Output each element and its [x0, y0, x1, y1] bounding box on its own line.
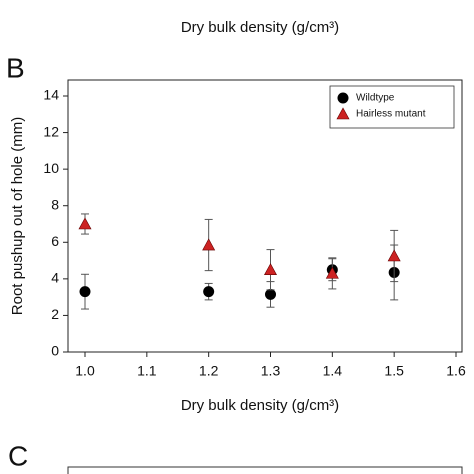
y-tick-label: 4 — [51, 270, 59, 286]
x-tick-label: 1.6 — [446, 363, 466, 379]
point — [263, 263, 278, 276]
y-tick-label: 8 — [51, 196, 59, 212]
panel-a-x-label: Dry bulk density (g/cm³) — [181, 19, 339, 36]
y-tick-label: 0 — [51, 343, 59, 359]
x-tick-label: 1.0 — [75, 363, 95, 379]
x-tick-label: 1.1 — [137, 363, 157, 379]
point — [265, 288, 276, 300]
legend-box — [329, 85, 455, 129]
panel-label: C — [8, 440, 28, 471]
point — [387, 249, 401, 262]
x-tick-label: 1.5 — [384, 363, 404, 379]
point — [202, 238, 216, 251]
y-tick-label: 10 — [43, 160, 59, 176]
point — [325, 266, 339, 279]
legend-label: Hairless mutant — [356, 109, 426, 120]
point — [78, 217, 92, 230]
point — [203, 286, 215, 298]
plot-frame — [67, 79, 463, 353]
y-tick-label: 2 — [51, 306, 59, 322]
y-axis-label: Root pushup out of hole (mm) — [9, 117, 26, 315]
legend-label: Wildtype — [356, 93, 395, 104]
y-tick-label: 12 — [43, 123, 59, 139]
y-tick-label: 14 — [43, 87, 59, 103]
x-tick-label: 1.2 — [199, 363, 219, 379]
x-tick-label: 1.3 — [261, 363, 281, 379]
x-tick-label: 1.4 — [323, 363, 343, 379]
panel-c-frame — [67, 466, 463, 474]
legend-marker — [337, 92, 349, 104]
point — [79, 286, 91, 298]
y-tick-label: 6 — [51, 233, 59, 249]
panel-label: B — [6, 52, 25, 83]
legend-marker — [336, 107, 350, 120]
x-axis-label: Dry bulk density (g/cm³) — [181, 397, 339, 414]
